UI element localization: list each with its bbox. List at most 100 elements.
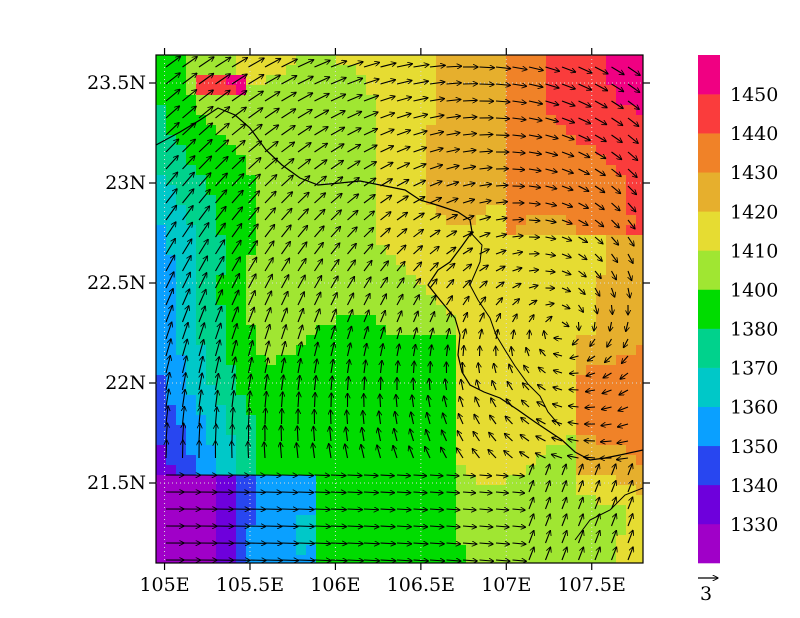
wind-vector [479,67,495,68]
wind-vector [298,359,301,374]
field-cell [636,175,643,186]
field-cell [256,225,267,236]
wind-vector [568,422,579,424]
field-cell [246,265,257,276]
field-cell [436,495,447,506]
field-cell [616,95,627,106]
field-cell [636,455,643,466]
field-cell [406,525,417,536]
field-cell [616,135,627,146]
wind-vector [429,148,443,153]
wind-vector [495,84,510,85]
wind-vector [363,112,378,119]
wind-vector [545,66,560,71]
field-cell [496,525,507,536]
field-cell [546,105,557,116]
field-cell [386,265,397,276]
field-cell [266,345,277,356]
field-cell [356,255,367,266]
field-cell [596,405,607,416]
field-cell [466,465,477,476]
wind-vector [396,147,410,153]
wind-vector [409,446,415,459]
field-cell [246,475,257,486]
wind-vector [231,190,243,204]
field-cell [326,255,337,266]
wind-vector [413,526,428,527]
field-cell [286,265,297,276]
field-cell [446,515,457,526]
field-cell [336,115,347,126]
field-cell [366,445,377,456]
wind-vector [462,117,477,118]
field-cell [636,265,643,276]
field-cell [536,215,547,226]
wind-vector [578,202,589,208]
field-cell [606,55,617,66]
field-cell [626,245,637,256]
wind-vector [528,547,534,561]
field-cell [346,315,357,326]
field-cell [386,435,397,446]
field-cell [466,295,477,306]
field-cell [186,475,197,486]
field-cell [426,355,437,366]
wind-vector [545,316,552,323]
wind-vector [214,340,221,357]
field-cell [526,525,537,536]
field-cell [166,555,177,563]
field-cell [446,325,457,336]
field-cell [506,55,517,66]
field-cell [286,215,297,226]
field-cell [286,465,297,476]
field-cell [496,85,507,96]
field-cell [216,225,227,236]
field-cell [446,405,457,416]
wind-vector [413,475,427,476]
field-cell [276,365,287,376]
field-cell [366,375,377,386]
field-cell [446,75,457,86]
field-cell [176,105,187,116]
field-cell [526,415,537,426]
field-cell [326,355,337,366]
field-cell [306,285,317,296]
wind-vector [313,426,314,442]
wind-vector [396,262,405,272]
wind-vector [528,186,541,188]
field-cell [166,355,177,366]
field-cell [556,305,567,316]
wind-vector [346,326,352,340]
wind-vector [528,315,534,323]
field-cell [256,335,267,346]
colorbar-label: 1400 [730,279,778,301]
wind-vector [600,441,612,442]
field-cell [576,335,587,346]
field-cell [156,475,167,486]
wind-vector [198,256,207,272]
field-cell [496,385,507,396]
field-cell [346,245,357,256]
field-cell [156,305,167,316]
field-cell [156,405,167,416]
wind-vector [347,277,355,289]
wind-vector [281,142,295,153]
field-cell [406,445,417,456]
wind-vector [528,220,540,221]
wind-vector [282,392,283,408]
field-cell [616,165,627,176]
field-cell [556,505,567,516]
field-cell [256,195,267,206]
field-cell [316,215,327,226]
field-cell [566,315,577,326]
field-cell [286,505,297,516]
wind-vector [528,464,533,476]
field-cell [166,365,177,376]
field-cell [636,465,643,476]
wind-vector [594,100,607,108]
field-cell [206,305,217,316]
lon-tick-label: 107.5E [558,574,626,596]
field-cell [546,335,557,346]
wind-vector [611,219,620,228]
field-cell [466,115,477,126]
